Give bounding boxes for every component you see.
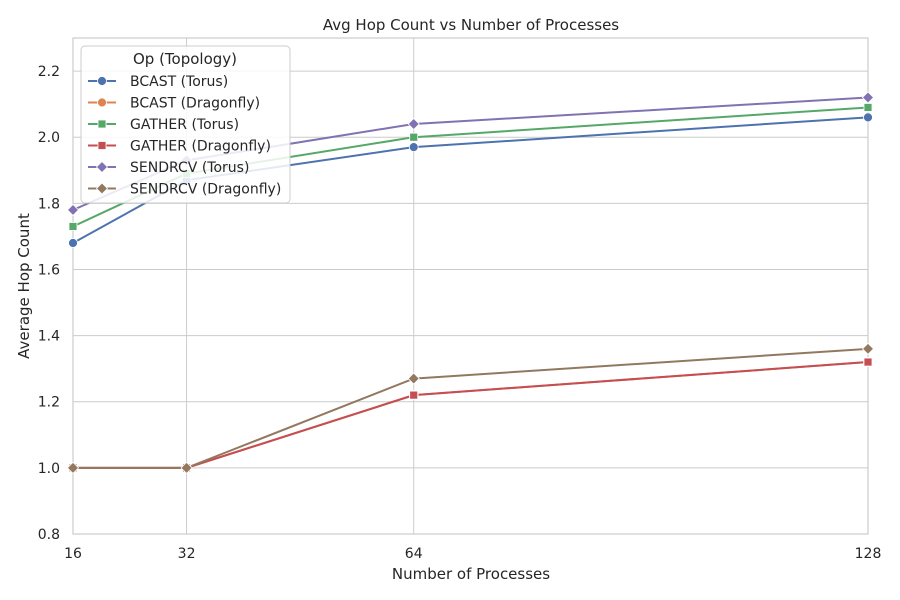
- series-3-point: [409, 390, 419, 400]
- x-tick-label: 64: [405, 546, 423, 562]
- legend: Op (Topology) BCAST (Torus) BCAST (Dragon…: [80, 45, 291, 204]
- legend-label-1: BCAST (Dragonfly): [130, 96, 260, 112]
- y-tick-label: 1.4: [38, 329, 60, 345]
- y-tick-label: 1.8: [38, 196, 60, 212]
- legend-label-5: SENDRCV (Dragonfly): [130, 182, 281, 198]
- series-0-point: [408, 142, 419, 153]
- markers: [66, 91, 875, 474]
- y-tick-label: 1.6: [38, 262, 60, 278]
- legend-label-2: GATHER (Torus): [130, 117, 239, 133]
- series-5-point: [66, 461, 80, 474]
- y-tick-label: 2.2: [38, 64, 60, 80]
- legend-label-4: SENDRCV (Torus): [130, 160, 249, 176]
- legend-marker-3: [97, 141, 107, 150]
- y-axis-ticks: 0.8 1.0 1.2 1.4 1.6 1.8 2.0 2.2: [38, 64, 60, 543]
- legend-box: [80, 45, 291, 204]
- y-tick-label: 1.0: [38, 461, 60, 477]
- y-axis-title: Average Hop Count: [15, 213, 33, 359]
- y-tick-label: 1.2: [38, 395, 60, 411]
- x-tick-label: 128: [855, 546, 882, 562]
- legend-marker-2: [97, 119, 107, 129]
- legend-label-0: BCAST (Torus): [130, 74, 228, 90]
- series-0-point: [863, 112, 873, 123]
- series-2-point: [409, 132, 419, 142]
- x-axis-ticks: 16 32 64 128: [64, 546, 881, 562]
- series-2-point: [68, 222, 78, 231]
- series-5-point: [180, 461, 193, 474]
- legend-label-3: GATHER (Dragonfly): [130, 139, 271, 155]
- series-2-point: [863, 103, 873, 112]
- series-4-point: [66, 203, 80, 217]
- series-line-5: [73, 347, 868, 469]
- legend-marker-1: [97, 97, 107, 108]
- series-5-point: [407, 372, 420, 385]
- x-tick-label: 16: [64, 546, 82, 562]
- series-0-point: [68, 238, 78, 248]
- series-4-point: [407, 117, 420, 131]
- series-line-0: [73, 116, 868, 244]
- series-4-point: [861, 91, 875, 104]
- legend-items: BCAST (Torus) BCAST (Dragonfly) GATHER (To…: [88, 74, 281, 198]
- legend-marker-4: [95, 160, 109, 174]
- y-tick-label: 2.0: [38, 130, 60, 146]
- series-3-point: [863, 357, 873, 367]
- series-5-point: [861, 342, 875, 355]
- legend-marker-0: [97, 76, 107, 86]
- legend-marker-5: [95, 182, 109, 195]
- chart-title: Avg Hop Count vs Number of Processes: [323, 16, 619, 34]
- legend-title: Op (Topology): [133, 50, 237, 68]
- x-axis-title: Number of Processes: [392, 565, 550, 583]
- x-tick-label: 32: [178, 546, 196, 562]
- y-tick-label: 0.8: [38, 527, 60, 543]
